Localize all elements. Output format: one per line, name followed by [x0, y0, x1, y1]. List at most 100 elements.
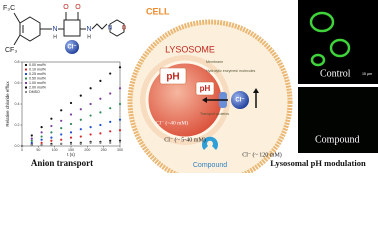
data-point	[40, 131, 43, 134]
data-point	[79, 128, 82, 131]
data-point	[69, 142, 73, 145]
data-point	[99, 111, 102, 114]
data-point	[40, 138, 43, 141]
chloride-ball	[231, 91, 249, 109]
chloride-label: Cl⁻	[235, 98, 244, 104]
x-tick-label: 200	[84, 148, 90, 152]
y-tick-label: 0.8	[15, 60, 20, 64]
cells-green	[309, 11, 351, 67]
arrow-head	[253, 88, 259, 93]
data-point	[50, 143, 53, 147]
arrow-head	[202, 97, 207, 103]
data-point	[89, 87, 92, 90]
page: {"molecule":{"left_group":"F₃C","bottom_…	[3, 0, 378, 173]
data-point	[60, 133, 63, 136]
data-point	[40, 126, 43, 129]
data-point	[60, 119, 63, 122]
caption: Anion transport	[31, 158, 93, 168]
atom-label: H	[53, 34, 57, 40]
data-point	[109, 141, 112, 144]
data-point	[79, 135, 82, 138]
data-point	[69, 122, 73, 126]
atom-label: O	[75, 4, 81, 11]
concentration: Cl⁻ (~ 120 mM)	[242, 151, 282, 158]
data-point	[109, 107, 112, 110]
data-point	[30, 141, 33, 144]
y-tick-label: 0.6	[15, 81, 20, 85]
data-point	[60, 127, 63, 130]
data-point	[69, 136, 73, 139]
compound-label: Compound	[193, 162, 227, 169]
ph-label: pH	[200, 84, 211, 93]
data-point	[79, 108, 82, 111]
data-point	[30, 137, 33, 140]
data-point	[30, 134, 33, 137]
x-tick-label: 0	[21, 148, 23, 152]
data-point	[118, 118, 122, 121]
data-point	[50, 124, 53, 128]
legend-swatch	[25, 91, 27, 93]
data-point	[40, 141, 43, 144]
data-point	[109, 130, 112, 133]
micrograph	[298, 0, 378, 84]
data-point	[79, 94, 82, 97]
data-point	[118, 140, 122, 143]
data-point	[89, 114, 92, 117]
legend-swatch	[25, 64, 27, 66]
y-tick-label: 0.0	[15, 144, 20, 148]
data-point	[79, 142, 82, 145]
data-point	[60, 109, 63, 112]
data-point	[60, 142, 63, 145]
data-point	[40, 135, 43, 138]
y-tick-label: 0.4	[15, 102, 20, 106]
atom-label: N	[108, 26, 112, 32]
x-tick-label: 50	[36, 148, 40, 152]
data-point	[50, 136, 53, 139]
data-point	[118, 87, 122, 90]
data-point	[99, 141, 102, 144]
legend-swatch	[25, 77, 27, 80]
ph-box	[159, 67, 187, 85]
legend-label: 0.50 mol%	[29, 76, 47, 80]
ph-box	[195, 81, 215, 96]
chloride-ball	[65, 40, 79, 54]
molecule	[13, 12, 125, 46]
data-point	[89, 141, 92, 144]
data-point	[109, 120, 112, 123]
data-point	[89, 133, 92, 136]
legend-label: 0.25 mol%	[29, 72, 47, 76]
concentration: Cl⁻ (~ 5-40 mM)	[164, 136, 206, 143]
legend-label: 2.00 mol%	[29, 85, 47, 89]
data-point	[109, 139, 112, 142]
concentration: Cl⁻ (~40 mM)	[156, 119, 188, 126]
figure: F₃C CF₃ N H O O N H N O Cl⁻ 0.0 0.2 0.4 0.6…	[3, 0, 378, 173]
plot: 0.0 0.2 0.4 0.6 0.8 0 50 100 150 200 250 300 t (s) Re…	[5, 60, 123, 157]
annotation: Hydrolytic enzymes/ molecules	[206, 69, 256, 73]
bond	[13, 12, 21, 24]
panel-label: Control	[320, 68, 351, 79]
atom-label: H	[87, 34, 91, 40]
data-point	[30, 143, 33, 147]
panel-label: Compound	[315, 134, 359, 145]
data-point	[50, 131, 53, 134]
compound-icon	[202, 136, 218, 150]
lysosome-label: LYSOSOME	[165, 44, 215, 54]
legend-label: DMSO	[29, 90, 40, 94]
data-point	[99, 79, 102, 82]
x-tick-label: 150	[68, 148, 74, 152]
atom-labels: F₃C CF₃ N H O O N H N O	[3, 4, 127, 54]
data-point	[89, 126, 92, 129]
y-axis-label: Relative chloride efflux	[5, 81, 10, 127]
bond	[13, 34, 21, 46]
data-point	[20, 144, 24, 148]
data-point	[118, 129, 122, 132]
atom-label: N	[86, 26, 91, 33]
legend-swatch	[25, 68, 27, 71]
data-point	[69, 101, 73, 105]
data-point	[69, 131, 73, 134]
chain	[91, 23, 108, 30]
y-tick-label: 0.2	[15, 123, 20, 127]
caption: Lysosomal pH modulation	[270, 158, 366, 168]
ph-label: pH	[166, 72, 179, 83]
data-point	[109, 72, 112, 75]
